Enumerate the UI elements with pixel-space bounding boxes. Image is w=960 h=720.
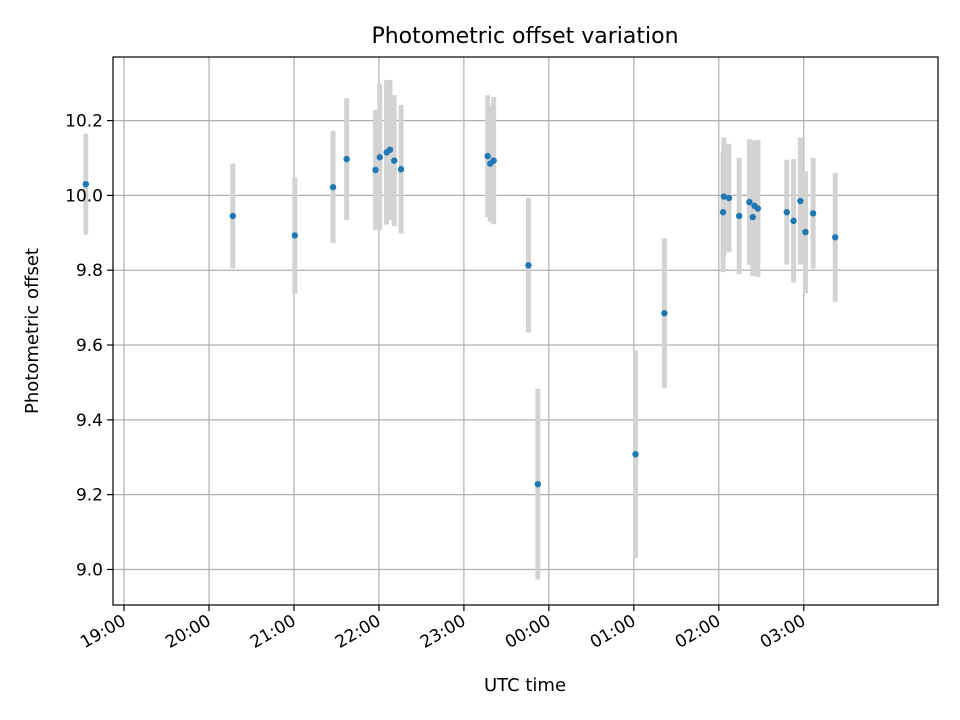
y-tick-label: 9.2 <box>76 486 103 506</box>
data-point <box>632 451 639 458</box>
data-point <box>525 262 532 269</box>
data-point <box>802 228 809 236</box>
grid <box>113 57 938 605</box>
data-point <box>725 194 733 202</box>
data-point <box>720 193 728 200</box>
data-point <box>749 213 756 221</box>
data-point <box>490 157 497 164</box>
data-point <box>391 157 398 164</box>
data-point <box>534 480 542 488</box>
data-point <box>783 209 790 216</box>
data-point <box>386 146 394 153</box>
data-point <box>831 234 839 241</box>
y-tick-label: 9.0 <box>76 560 103 580</box>
y-axis-label: Photometric offset <box>22 248 43 414</box>
data-point <box>484 152 491 160</box>
y-tick-label: 10.2 <box>65 112 103 132</box>
data-point <box>82 180 90 188</box>
data-point <box>797 197 804 205</box>
data-point <box>343 155 350 163</box>
y-tick-label: 9.6 <box>76 336 103 356</box>
data-point <box>661 310 668 317</box>
data-point <box>754 205 762 212</box>
data-point <box>746 198 753 206</box>
chart-title: Photometric offset variation <box>371 24 678 49</box>
data-point <box>376 154 383 161</box>
y-tick-label: 9.8 <box>76 261 103 281</box>
data-points <box>82 146 839 488</box>
y-tick-label: 9.4 <box>76 411 103 431</box>
data-point <box>735 212 743 220</box>
data-point <box>291 232 299 239</box>
data-point <box>790 217 797 225</box>
data-point <box>229 212 236 220</box>
y-tick-label: 10.0 <box>65 186 103 206</box>
data-point <box>372 166 379 174</box>
axes-frame <box>112 56 939 606</box>
data-point <box>719 209 727 216</box>
data-point <box>397 166 405 173</box>
data-point <box>809 210 817 217</box>
data-point <box>329 183 337 191</box>
x-axis-label: UTC time <box>484 675 566 696</box>
